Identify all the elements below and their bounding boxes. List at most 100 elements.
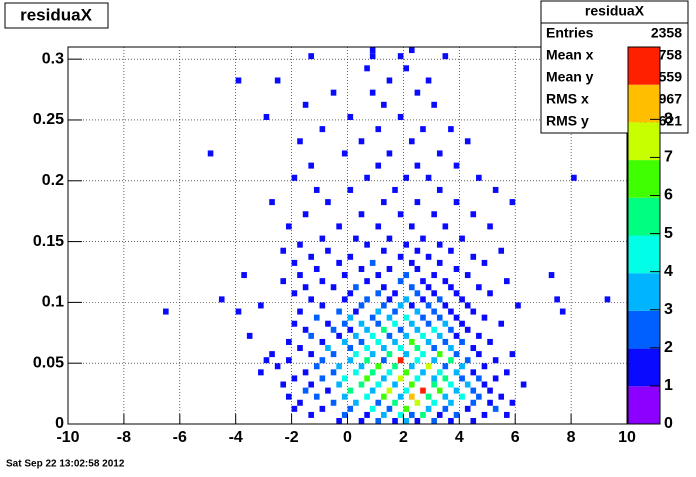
y-tick-label: 0.25 <box>33 111 64 128</box>
cell <box>403 332 409 339</box>
cell <box>470 418 477 424</box>
cell <box>286 393 292 400</box>
cell <box>453 332 460 339</box>
cell <box>459 363 465 370</box>
cell <box>464 138 471 145</box>
cell <box>392 381 398 388</box>
cell <box>481 314 488 321</box>
cell <box>403 296 409 303</box>
cell <box>341 272 348 279</box>
cell <box>425 174 432 181</box>
cell <box>291 405 298 412</box>
cell <box>381 326 387 333</box>
cell <box>448 357 454 364</box>
cell <box>464 272 471 279</box>
cell <box>280 278 287 285</box>
cell <box>464 381 471 388</box>
cell <box>397 53 404 60</box>
cell <box>436 351 443 358</box>
cell <box>487 338 493 345</box>
cell <box>386 150 393 157</box>
cell <box>448 308 454 315</box>
y-tick-label: 0 <box>55 415 64 432</box>
cell <box>291 174 298 181</box>
cell <box>325 199 331 206</box>
cell <box>408 223 415 230</box>
cell <box>297 399 303 406</box>
x-tick-label: -6 <box>173 429 187 446</box>
cell <box>431 418 437 424</box>
cell <box>442 223 449 230</box>
cell <box>297 345 303 352</box>
cell <box>386 332 393 339</box>
cell <box>369 47 376 54</box>
cell <box>364 174 370 181</box>
cell <box>381 302 387 309</box>
cell <box>291 320 298 327</box>
cell <box>470 253 477 260</box>
cell <box>347 113 354 120</box>
cell <box>269 351 275 358</box>
cell <box>425 405 432 412</box>
cell <box>364 357 370 364</box>
cell <box>397 357 404 364</box>
cell <box>163 308 169 315</box>
cell <box>464 357 471 364</box>
cell <box>442 278 449 285</box>
y-tick-label: 0.1 <box>42 294 64 311</box>
cell <box>369 314 376 321</box>
cell <box>414 345 421 352</box>
cell <box>364 296 370 303</box>
cell <box>381 199 387 206</box>
cell <box>302 369 309 376</box>
cell <box>358 265 365 272</box>
cell <box>336 308 342 315</box>
cell <box>448 381 454 388</box>
cell <box>375 418 382 424</box>
cell <box>459 296 465 303</box>
cell <box>403 65 409 72</box>
cell <box>431 101 437 108</box>
cell <box>358 320 365 327</box>
cell <box>442 375 449 382</box>
cell <box>403 405 409 412</box>
cell <box>425 363 432 370</box>
cell <box>453 199 460 206</box>
cell <box>414 89 421 96</box>
cell <box>397 345 404 352</box>
cell <box>408 338 415 345</box>
cell <box>487 223 493 230</box>
cell <box>442 405 449 412</box>
cell <box>308 253 314 260</box>
cell <box>448 247 454 254</box>
cell <box>381 357 387 364</box>
cell <box>386 296 393 303</box>
cell <box>341 338 348 345</box>
cell <box>336 418 342 424</box>
stats-label: Mean y <box>546 69 594 85</box>
cell <box>319 126 326 133</box>
title-box <box>4 2 109 29</box>
stats-label: RMS y <box>546 113 589 129</box>
colorbar-segment <box>628 47 660 85</box>
cell <box>369 89 376 96</box>
cell <box>397 393 404 400</box>
cell <box>302 326 309 333</box>
cell <box>369 259 376 266</box>
stats-label: Entries <box>546 25 594 41</box>
cell <box>408 47 415 54</box>
cell <box>392 418 398 424</box>
cell <box>347 290 354 297</box>
cell <box>498 393 505 400</box>
cell <box>341 375 348 382</box>
cell <box>313 186 320 193</box>
cell <box>487 399 493 406</box>
cell <box>436 411 443 418</box>
cell <box>408 138 415 145</box>
x-tick-label: -2 <box>284 429 298 446</box>
x-tick-label: 2 <box>399 429 408 446</box>
cell <box>297 272 303 279</box>
timestamp: Sat Sep 22 13:02:58 2012 <box>6 459 125 470</box>
cell <box>414 247 421 254</box>
stats-label: Mean x <box>546 47 594 63</box>
